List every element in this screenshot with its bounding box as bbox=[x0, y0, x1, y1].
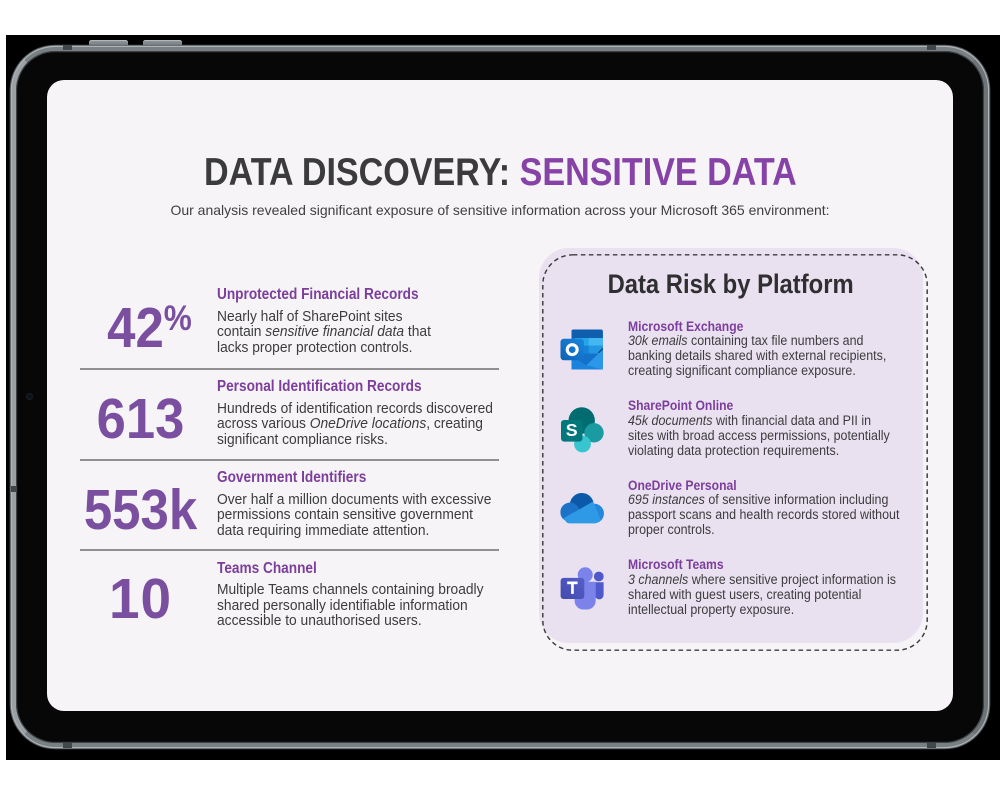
svg-text:S: S bbox=[566, 420, 578, 440]
